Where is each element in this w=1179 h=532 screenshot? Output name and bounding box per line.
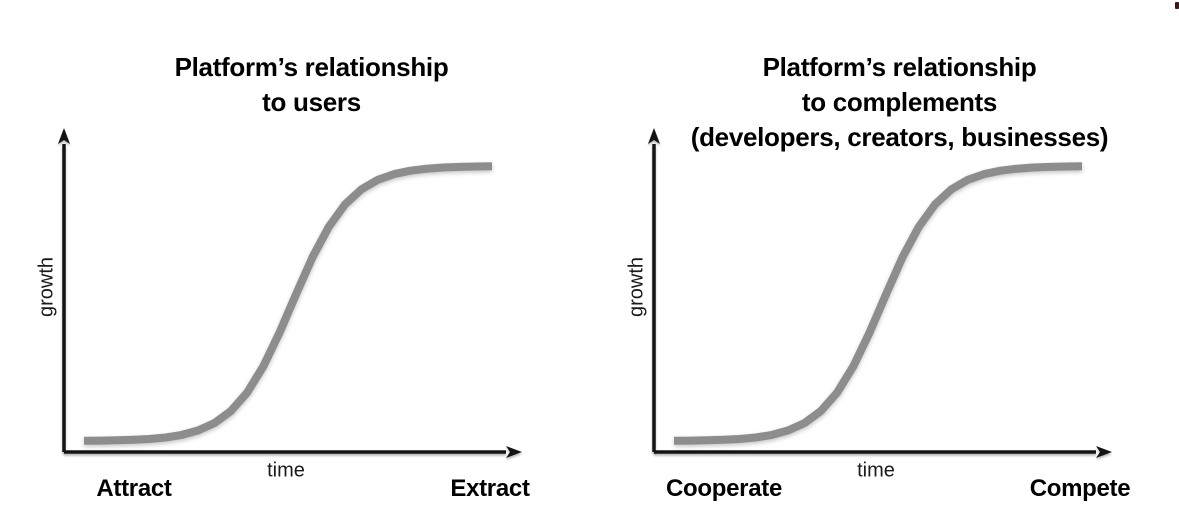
chart-title-line: Platform’s relationship <box>174 52 449 82</box>
axes-and-curve-svg <box>648 128 1112 458</box>
y-axis-label: growth <box>35 256 58 318</box>
x-start-annotation: Cooperate <box>666 475 782 502</box>
chart-platform-complements: Platform’s relationship to complements (… <box>590 0 1179 532</box>
chart-title-line: to users <box>262 87 361 117</box>
chart-platform-users: Platform’s relationship to users growth … <box>0 0 589 532</box>
chart-title: Platform’s relationship to users <box>17 50 606 120</box>
axes-and-curve-svg <box>58 128 522 458</box>
x-start-annotation: Attract <box>96 475 172 502</box>
chart-title-line: to complements <box>801 87 998 117</box>
x-end-annotation: Compete <box>1029 475 1131 502</box>
x-end-annotation: Extract <box>450 475 530 502</box>
chart-title: Platform’s relationship to complements (… <box>605 50 1179 155</box>
x-axis-label: time <box>857 459 895 482</box>
x-axis-label: time <box>267 459 305 482</box>
chart-title-line: (developers, creators, businesses) <box>690 122 1109 152</box>
chart-title-line: Platform’s relationship <box>762 52 1037 82</box>
y-axis-label: growth <box>625 256 648 318</box>
growth-s-curve <box>83 162 493 445</box>
growth-s-curve <box>673 162 1083 445</box>
corner-artifact <box>1175 2 1179 9</box>
